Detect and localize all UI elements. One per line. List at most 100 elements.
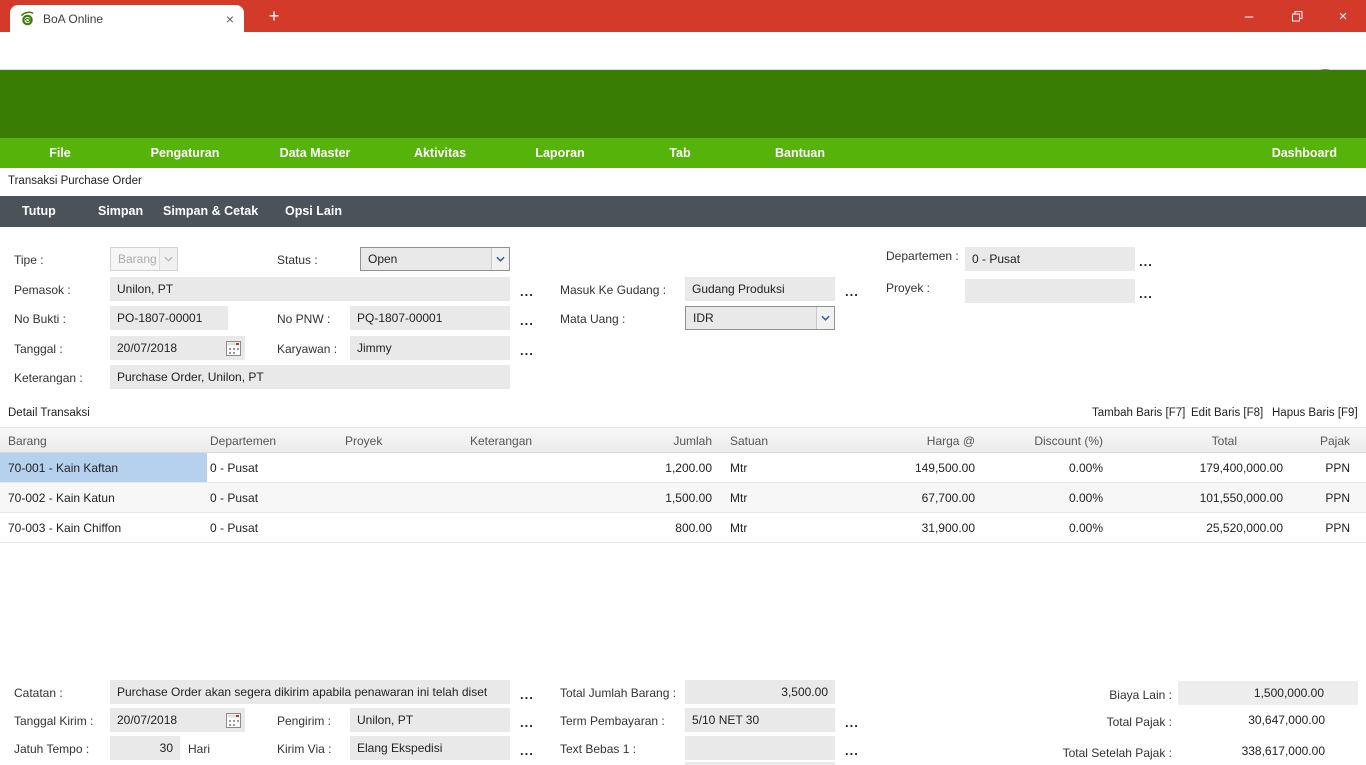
karyawan-field[interactable]: Jimmy <box>350 336 510 360</box>
main-menu-bar: File Pengaturan Data Master Aktivitas La… <box>0 138 1366 168</box>
breadcrumb: Transaksi Purchase Order <box>8 175 142 187</box>
cell-barang[interactable]: 70-003 - Kain Chiffon <box>8 521 122 535</box>
text-bebas-1-browse-button[interactable]: ... <box>845 743 859 758</box>
cell-total[interactable]: 25,520,000.00 <box>1206 521 1283 535</box>
masuk-ke-gudang-browse-button[interactable]: ... <box>845 284 859 299</box>
total-jumlah-barang-field: 3,500.00 <box>685 680 835 704</box>
cell-departemen[interactable]: 0 - Pusat <box>210 461 259 475</box>
menu-item-tab[interactable]: Tab <box>669 146 691 160</box>
browser-tab[interactable]: BoA Online × <box>10 5 244 32</box>
cell-jumlah[interactable]: 800.00 <box>675 521 712 535</box>
proyek-field[interactable] <box>965 279 1135 303</box>
cell-pajak[interactable]: PPN <box>1325 491 1350 505</box>
kirim-via-browse-button[interactable]: ... <box>520 743 534 758</box>
cell-discount[interactable]: 0.00% <box>1068 521 1103 535</box>
table-row[interactable]: 70-002 - Kain Katun 0 - Pusat 1,500.00 M… <box>0 483 1366 513</box>
jatuh-tempo-field[interactable]: 30 <box>110 736 180 760</box>
tambah-baris-link[interactable]: Tambah Baris [F7] <box>1092 407 1186 419</box>
text-bebas-1-field[interactable] <box>685 736 835 760</box>
chevron-down-icon[interactable] <box>491 248 509 270</box>
cell-satuan[interactable]: Mtr <box>730 461 748 475</box>
cell-barang[interactable]: 70-001 - Kain Kaftan <box>8 461 119 475</box>
cell-barang[interactable]: 70-002 - Kain Katun <box>8 491 115 505</box>
cell-discount[interactable]: 0.00% <box>1068 461 1103 475</box>
table-row[interactable]: 70-003 - Kain Chiffon 0 - Pusat 800.00 M… <box>0 513 1366 543</box>
no-pnw-browse-button[interactable]: ... <box>520 313 534 328</box>
total-pajak-label: Total Pajak : <box>1106 715 1172 729</box>
menu-item-pengaturan[interactable]: Pengaturan <box>150 146 220 160</box>
detail-table-header: Barang Departemen Proyek Keterangan Juml… <box>0 427 1366 453</box>
simpan-cetak-button[interactable]: Simpan & Cetak <box>163 204 259 218</box>
col-barang: Barang <box>8 434 47 448</box>
tipe-dropdown: Barang <box>110 247 178 271</box>
cell-jumlah[interactable]: 1,200.00 <box>665 461 712 475</box>
action-toolbar: Tutup Simpan Simpan & Cetak Opsi Lain <box>0 196 1366 227</box>
cell-total[interactable]: 179,400,000.00 <box>1199 461 1283 475</box>
simpan-button[interactable]: Simpan <box>98 204 144 218</box>
pemasok-browse-button[interactable]: ... <box>520 284 534 299</box>
tab-close-icon[interactable]: × <box>225 10 234 27</box>
menu-item-bantuan[interactable]: Bantuan <box>775 146 825 160</box>
term-pembayaran-label: Term Pembayaran : <box>560 714 665 728</box>
cell-discount[interactable]: 0.00% <box>1068 491 1103 505</box>
keterangan-field[interactable]: Purchase Order, Unilon, PT <box>110 365 510 389</box>
opsi-lain-button[interactable]: Opsi Lain <box>285 204 342 218</box>
mata-uang-dropdown[interactable]: IDR <box>685 306 835 330</box>
detail-section-label: Detail Transaksi <box>8 407 90 419</box>
cell-jumlah[interactable]: 1,500.00 <box>665 491 712 505</box>
text-bebas-2-field-partial[interactable] <box>685 762 835 765</box>
cell-departemen[interactable]: 0 - Pusat <box>210 521 259 535</box>
tanggal-field[interactable]: 20/07/2018 <box>110 336 245 360</box>
calendar-icon[interactable] <box>226 712 241 728</box>
menu-item-dashboard[interactable]: Dashboard <box>1271 146 1337 160</box>
status-dropdown[interactable]: Open <box>360 247 510 271</box>
cell-pajak[interactable]: PPN <box>1325 521 1350 535</box>
menu-item-file[interactable]: File <box>49 146 71 160</box>
kirim-via-field[interactable]: Elang Ekspedisi <box>350 736 510 760</box>
term-pembayaran-browse-button[interactable]: ... <box>845 715 859 730</box>
tanggal-kirim-field[interactable]: 20/07/2018 <box>110 708 245 732</box>
table-row[interactable]: 70-001 - Kain Kaftan 0 - Pusat 1,200.00 … <box>0 453 1366 483</box>
calendar-icon[interactable] <box>226 340 241 356</box>
departemen-label: Departemen : <box>886 249 959 263</box>
pengirim-field[interactable]: Unilon, PT <box>350 708 510 732</box>
cell-pajak[interactable]: PPN <box>1325 461 1350 475</box>
proyek-browse-button[interactable]: ... <box>1139 286 1153 301</box>
cell-satuan[interactable]: Mtr <box>730 491 748 505</box>
cell-departemen[interactable]: 0 - Pusat <box>210 491 259 505</box>
cell-harga[interactable]: 31,900.00 <box>921 521 975 535</box>
karyawan-browse-button[interactable]: ... <box>520 343 534 358</box>
pemasok-field[interactable]: Unilon, PT <box>110 277 510 301</box>
catatan-browse-button[interactable]: ... <box>520 687 534 702</box>
menu-item-aktivitas[interactable]: Aktivitas <box>413 146 467 160</box>
cell-harga[interactable]: 149,500.00 <box>914 461 975 475</box>
term-pembayaran-field[interactable]: 5/10 NET 30 <box>685 708 835 732</box>
cell-total[interactable]: 101,550,000.00 <box>1199 491 1283 505</box>
departemen-field[interactable]: 0 - Pusat <box>965 247 1135 271</box>
pengirim-browse-button[interactable]: ... <box>520 715 534 730</box>
hapus-baris-link[interactable]: Hapus Baris [F9] <box>1272 407 1358 419</box>
catatan-field[interactable]: Purchase Order akan segera dikirim apabi… <box>110 680 510 704</box>
col-jumlah: Jumlah <box>673 434 712 448</box>
col-departemen: Departemen <box>210 434 277 448</box>
departemen-browse-button[interactable]: ... <box>1139 254 1153 269</box>
menu-item-data-master[interactable]: Data Master <box>279 146 351 160</box>
biaya-lain-label: Biaya Lain : <box>1109 688 1172 702</box>
window-close-button[interactable]: × <box>1338 7 1348 25</box>
menu-item-laporan[interactable]: Laporan <box>535 146 585 160</box>
no-bukti-field[interactable]: PO-1807-00001 <box>110 306 228 330</box>
window-restore-button[interactable] <box>1274 0 1320 32</box>
col-harga: Harga @ <box>926 434 975 448</box>
window-minimize-button[interactable]: – <box>1244 7 1254 25</box>
chevron-down-icon[interactable] <box>816 307 834 329</box>
masuk-ke-gudang-field[interactable]: Gudang Produksi <box>685 277 835 301</box>
text-bebas-1-label: Text Bebas 1 : <box>560 742 637 756</box>
edit-baris-link[interactable]: Edit Baris [F8] <box>1191 407 1264 419</box>
new-tab-button[interactable]: + <box>268 5 280 26</box>
kirim-via-label: Kirim Via : <box>277 742 332 756</box>
no-pnw-field[interactable]: PQ-1807-00001 <box>350 306 510 330</box>
cell-harga[interactable]: 67,700.00 <box>921 491 975 505</box>
cell-satuan[interactable]: Mtr <box>730 521 748 535</box>
tutup-button[interactable]: Tutup <box>22 204 56 218</box>
biaya-lain-field[interactable]: 1,500,000.00 <box>1178 681 1358 705</box>
